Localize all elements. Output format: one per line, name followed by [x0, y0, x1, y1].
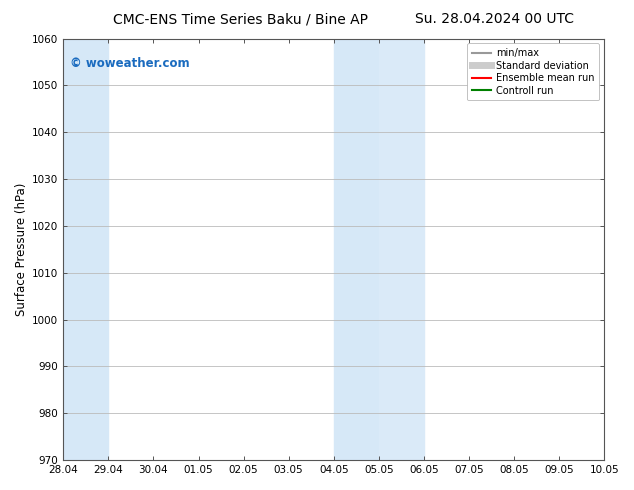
Bar — [63, 39, 108, 460]
Bar — [378, 39, 424, 460]
Y-axis label: Surface Pressure (hPa): Surface Pressure (hPa) — [15, 183, 28, 316]
Text: CMC-ENS Time Series Baku / Bine AP: CMC-ENS Time Series Baku / Bine AP — [113, 12, 368, 26]
Text: Su. 28.04.2024 00 UTC: Su. 28.04.2024 00 UTC — [415, 12, 574, 26]
Legend: min/max, Standard deviation, Ensemble mean run, Controll run: min/max, Standard deviation, Ensemble me… — [467, 44, 599, 100]
Text: © woweather.com: © woweather.com — [70, 57, 190, 71]
Bar — [333, 39, 378, 460]
